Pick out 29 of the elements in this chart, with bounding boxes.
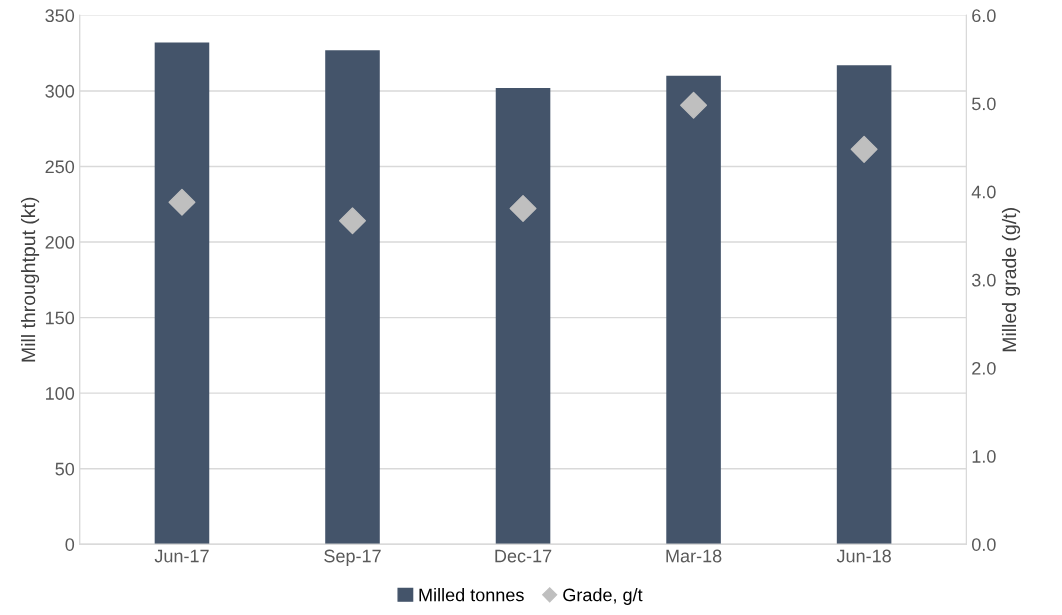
y-axis-title: Mill throughtput (kt) xyxy=(20,197,40,362)
y-tick-label: 0 xyxy=(65,538,75,551)
y2-tick-label: 3.0 xyxy=(971,273,996,287)
x-tick-label: Sep-17 xyxy=(324,549,381,566)
y2-tick-label: 0.0 xyxy=(971,538,996,551)
y2-tick-label: 5.0 xyxy=(972,97,996,111)
legend-label: Milled tonnes xyxy=(419,588,524,602)
point xyxy=(339,207,367,235)
point xyxy=(680,91,708,119)
legend-label: Grade, g/t xyxy=(563,588,643,605)
y-tick-label: 200 xyxy=(45,235,75,249)
y-tick-label: 50 xyxy=(55,462,75,476)
y2-tick-label: 1.0 xyxy=(972,450,996,463)
y-tick-label: 100 xyxy=(46,387,75,400)
x-tick-label: Dec-17 xyxy=(495,549,552,563)
y2-tick-label: 6.0 xyxy=(972,9,996,23)
y2-axis-title: Milled grade (g/t) xyxy=(1001,208,1021,352)
x-tick-label: Jun-18 xyxy=(836,549,891,563)
point xyxy=(168,188,196,216)
y2-tick-label: 2.0 xyxy=(972,361,996,375)
y-tick-label: 250 xyxy=(45,160,75,174)
y-tick-label: 300 xyxy=(45,84,75,98)
y-tick-label: 150 xyxy=(46,311,75,325)
y2-tick-label: 4.0 xyxy=(971,185,996,199)
point xyxy=(509,194,537,222)
x-tick-label: Mar-18 xyxy=(666,549,722,563)
y-tick-label: 350 xyxy=(45,9,75,23)
point xyxy=(850,135,878,163)
x-tick-label: Jun-17 xyxy=(154,549,209,563)
